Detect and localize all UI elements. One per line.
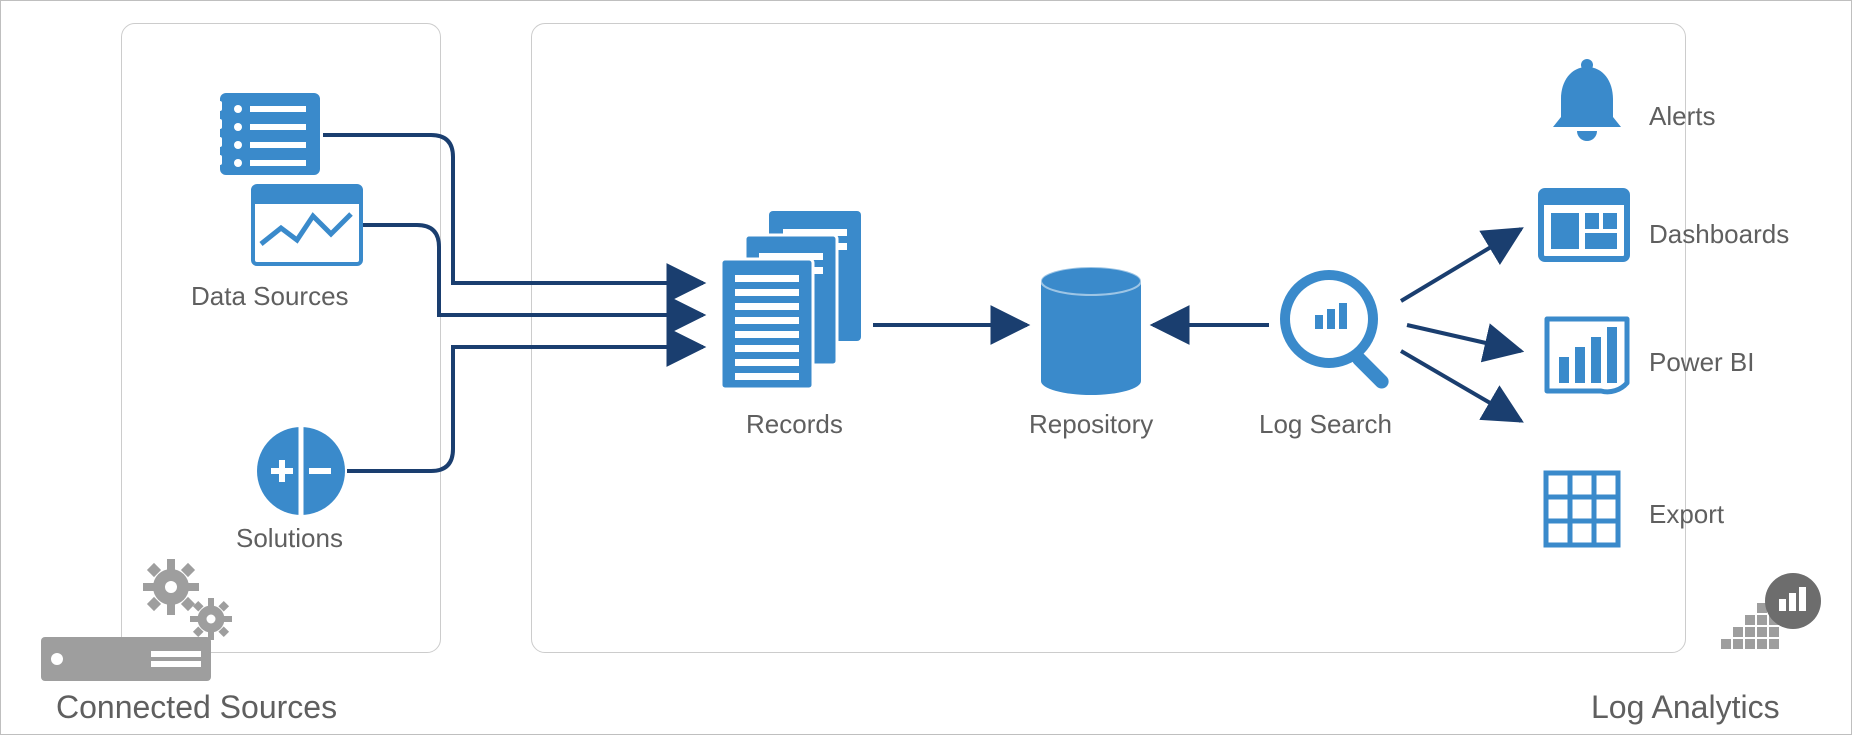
- connected-sources-footer: Connected Sources: [56, 689, 337, 726]
- dashboards-label: Dashboards: [1649, 219, 1789, 250]
- alerts-label: Alerts: [1649, 101, 1715, 132]
- panel-log-analytics: [531, 23, 1686, 653]
- repository-label: Repository: [1029, 409, 1153, 440]
- records-label: Records: [746, 409, 843, 440]
- log-search-label: Log Search: [1259, 409, 1392, 440]
- log-analytics-mark-icon: [1721, 573, 1821, 649]
- solutions-label: Solutions: [236, 523, 343, 554]
- diagram-canvas: Data Sources Solutions Records Repositor…: [0, 0, 1852, 735]
- log-analytics-footer: Log Analytics: [1591, 689, 1780, 726]
- powerbi-label: Power BI: [1649, 347, 1755, 378]
- data-sources-label: Data Sources: [191, 281, 349, 312]
- export-label: Export: [1649, 499, 1724, 530]
- panel-connected-sources: [121, 23, 441, 653]
